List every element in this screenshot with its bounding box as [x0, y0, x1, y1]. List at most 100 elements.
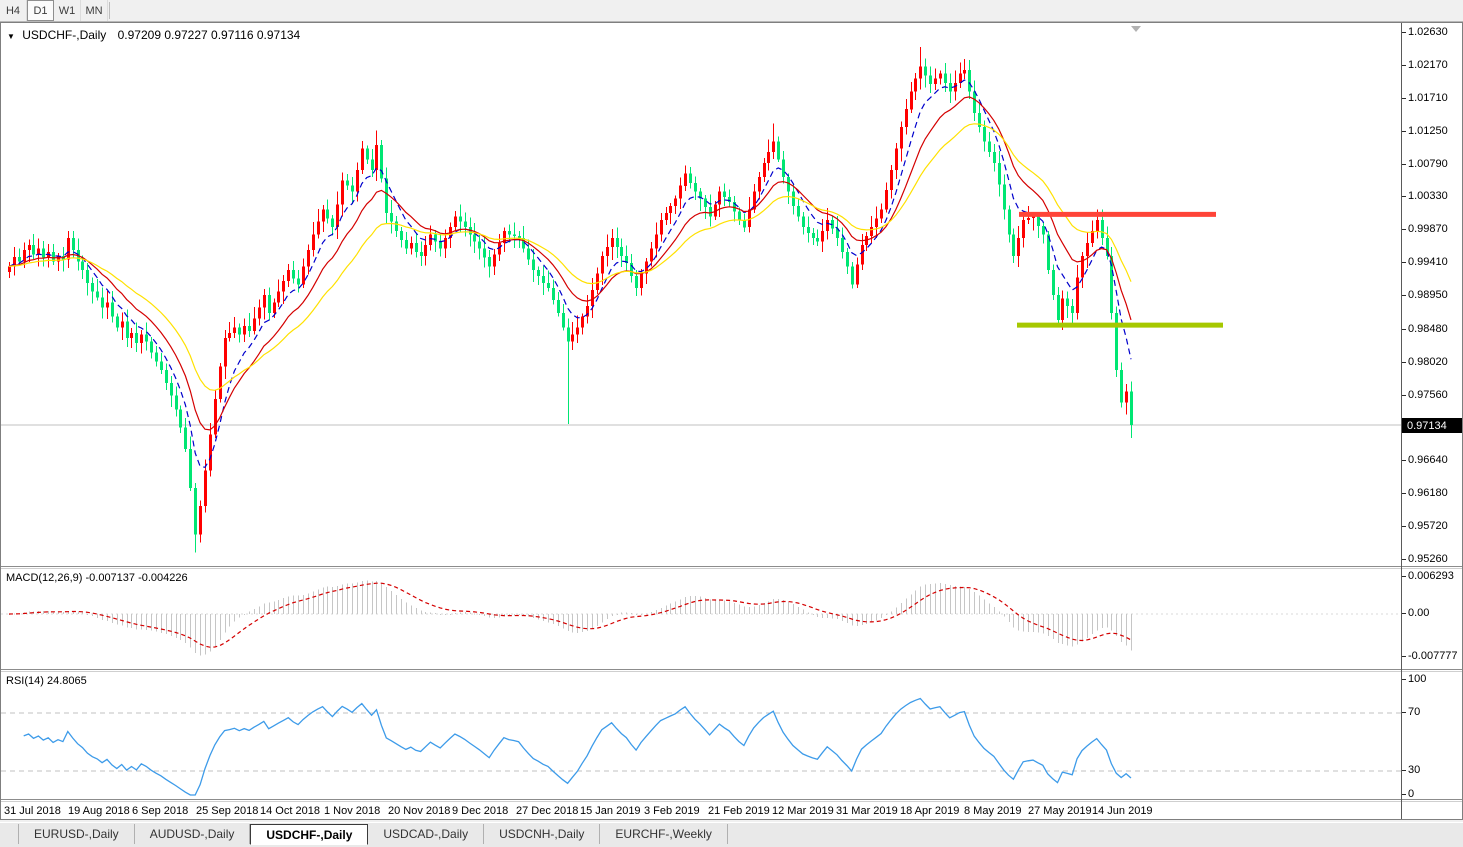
- tick-mark: [1402, 262, 1406, 263]
- price-axis-border: [1401, 23, 1402, 819]
- macd-tick-label: 0.006293: [1408, 570, 1454, 582]
- ohlc-values: 0.97209 0.97227 0.97116 0.97134: [117, 28, 301, 42]
- rsi-pane[interactable]: [1, 672, 1401, 799]
- price-tick-label: 1.01710: [1408, 92, 1448, 104]
- rsi-tick-label: 30: [1408, 764, 1421, 776]
- macd-axis[interactable]: 0.006293 0.00 -0.007777: [1402, 569, 1462, 669]
- candles-layer: [8, 47, 1133, 553]
- tick-mark: [1402, 32, 1406, 33]
- price-tick-label: 0.99870: [1408, 223, 1448, 235]
- price-tick-label: 0.95720: [1408, 520, 1448, 532]
- pane-splitter[interactable]: [1, 566, 1462, 569]
- pane-splitter: [1, 799, 1462, 802]
- chart-shift-marker-icon: [1131, 26, 1141, 32]
- date-label: 27 Dec 2018: [516, 805, 579, 817]
- date-label: 21 Feb 2019: [708, 805, 770, 817]
- date-label: 9 Dec 2018: [452, 805, 509, 817]
- timeframe-button-d1[interactable]: D1: [27, 0, 54, 21]
- rsi-tick-label: 0: [1408, 788, 1415, 800]
- tick-mark: [1402, 395, 1406, 396]
- date-label: 18 Apr 2019: [900, 805, 960, 817]
- date-label: 25 Sep 2018: [196, 805, 259, 817]
- pane-splitter[interactable]: [1, 669, 1462, 672]
- price-axis[interactable]: 1.02630 1.02170 1.01710 1.01250 1.00790 1.003…: [1402, 23, 1462, 566]
- rsi-label: RSI(14) 24.8065: [6, 675, 87, 687]
- toolbar-separator: [109, 2, 110, 19]
- date-label: 31 Mar 2019: [836, 805, 898, 817]
- tick-mark: [1402, 229, 1406, 230]
- chart-tabbar: EURUSD-,Daily AUDUSD-,Daily USDCHF-,Dail…: [0, 822, 1463, 847]
- price-tick-label: 1.00790: [1408, 158, 1448, 170]
- tab-eurusd-daily[interactable]: EURUSD-,Daily: [18, 824, 135, 844]
- timeframe-toolbar: H4 D1 W1 MN: [0, 0, 1463, 22]
- tab-usdcad-daily[interactable]: USDCAD-,Daily: [368, 824, 485, 844]
- macd-signal-line: [8, 582, 1132, 648]
- tick-mark: [1402, 794, 1406, 795]
- tick-mark: [1402, 295, 1406, 296]
- price-tick-label: 0.97560: [1408, 389, 1448, 401]
- symbol-period-label: USDCHF-,Daily: [22, 28, 107, 42]
- date-label: 20 Nov 2018: [388, 805, 451, 817]
- tick-mark: [1402, 65, 1406, 66]
- date-label: 12 Mar 2019: [772, 805, 834, 817]
- price-tick-label: 0.98020: [1408, 356, 1448, 368]
- tab-usdchf-daily[interactable]: USDCHF-,Daily: [250, 824, 369, 845]
- date-axis[interactable]: 31 Jul 2018 19 Aug 2018 6 Sep 2018 25 Sep 2…: [1, 802, 1401, 819]
- macd-pane[interactable]: [1, 569, 1401, 669]
- tick-mark: [1402, 164, 1406, 165]
- date-label: 3 Feb 2019: [644, 805, 700, 817]
- date-label: 19 Aug 2018: [68, 805, 130, 817]
- tick-mark: [1402, 131, 1406, 132]
- ma-line-7: [8, 79, 1132, 468]
- price-tick-label: 0.95260: [1408, 553, 1448, 565]
- date-label: 31 Jul 2018: [4, 805, 61, 817]
- date-label: 27 May 2019: [1028, 805, 1092, 817]
- current-price-tag: 0.97134: [1402, 418, 1462, 433]
- rsi-axis[interactable]: 100 70 30 0: [1402, 672, 1462, 800]
- date-label: 14 Oct 2018: [260, 805, 320, 817]
- timeframe-button-w1[interactable]: W1: [54, 0, 81, 21]
- tick-mark: [1402, 493, 1406, 494]
- ma-line-14: [8, 96, 1132, 431]
- tick-mark: [1402, 98, 1406, 99]
- timeframe-button-h4[interactable]: H4: [0, 0, 27, 21]
- macd-tick-label: -0.007777: [1408, 650, 1458, 662]
- price-tick-label: 1.01250: [1408, 125, 1448, 137]
- tick-mark: [1402, 362, 1406, 363]
- price-chart-pane[interactable]: [1, 23, 1401, 566]
- price-tick-label: 0.96180: [1408, 487, 1448, 499]
- tick-mark: [1402, 656, 1406, 657]
- date-label: 1 Nov 2018: [324, 805, 381, 817]
- macd-tick-label: 0.00: [1408, 607, 1430, 619]
- price-tick-label: 1.02630: [1408, 26, 1448, 38]
- price-tick-label: 1.02170: [1408, 59, 1448, 71]
- rsi-tick-label: 70: [1408, 706, 1421, 718]
- macd-histogram: [9, 580, 1132, 656]
- collapse-triangle-icon[interactable]: ▼: [7, 32, 15, 41]
- price-tick-label: 0.98480: [1408, 323, 1448, 335]
- price-tick-label: 0.96640: [1408, 454, 1448, 466]
- tick-mark: [1402, 329, 1406, 330]
- tick-mark: [1402, 712, 1406, 713]
- tick-mark: [1402, 679, 1406, 680]
- tick-mark: [1402, 576, 1406, 577]
- date-label: 6 Sep 2018: [132, 805, 189, 817]
- tick-mark: [1402, 770, 1406, 771]
- tab-audusd-daily[interactable]: AUDUSD-,Daily: [135, 824, 251, 844]
- ma-line-26: [8, 123, 1132, 391]
- timeframe-button-mn[interactable]: MN: [81, 0, 108, 21]
- date-label: 15 Jan 2019: [580, 805, 641, 817]
- rsi-line: [23, 697, 1132, 796]
- price-tick-label: 0.99410: [1408, 256, 1448, 268]
- rsi-tick-label: 100: [1408, 673, 1427, 685]
- tab-usdcnh-daily[interactable]: USDCNH-,Daily: [484, 824, 601, 844]
- macd-label: MACD(12,26,9) -0.007137 -0.004226: [6, 572, 188, 584]
- tick-mark: [1402, 526, 1406, 527]
- tick-mark: [1402, 460, 1406, 461]
- chart-window: ▼ USDCHF-,Daily 0.97209 0.97227 0.97116 …: [0, 22, 1463, 820]
- chart-title: ▼ USDCHF-,Daily 0.97209 0.97227 0.97116 …: [7, 28, 300, 42]
- tab-eurchf-weekly[interactable]: EURCHF-,Weekly: [600, 824, 728, 844]
- date-label: 14 Jun 2019: [1092, 805, 1153, 817]
- tick-mark: [1402, 613, 1406, 614]
